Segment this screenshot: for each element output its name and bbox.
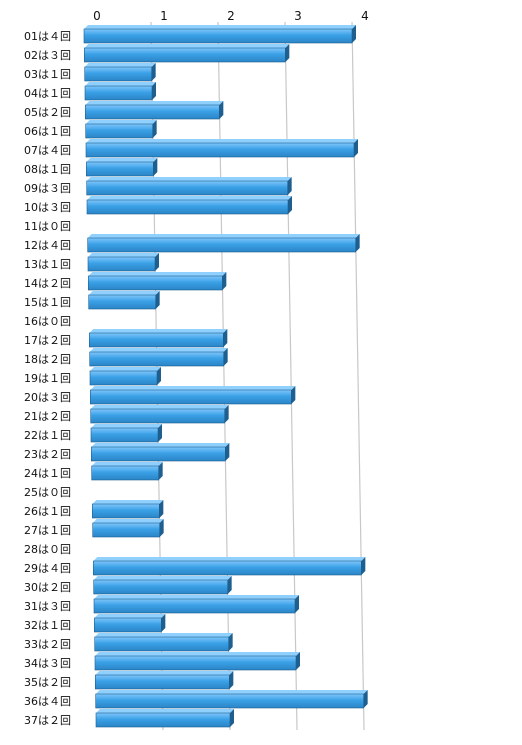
bar xyxy=(94,652,300,671)
x-tick-label: 4 xyxy=(361,9,369,23)
x-tick-label: 3 xyxy=(294,9,302,23)
bar xyxy=(90,405,229,424)
bars xyxy=(83,25,368,728)
bar xyxy=(94,633,233,652)
bar xyxy=(89,367,161,386)
gridline-3 xyxy=(284,21,298,731)
category-label: 36は４回 xyxy=(24,695,71,708)
x-tick-label: 0 xyxy=(93,9,101,23)
category-label: 37は２回 xyxy=(24,714,71,727)
category-label: 31は３回 xyxy=(24,600,71,613)
bar xyxy=(85,139,358,158)
category-label: 25は０回 xyxy=(24,486,71,499)
category-label: 30は２回 xyxy=(24,581,71,594)
category-label: 26は１回 xyxy=(24,505,71,518)
bar xyxy=(85,120,157,139)
category-label: 24は１回 xyxy=(24,467,71,480)
bar xyxy=(92,519,164,538)
category-label: 35は２回 xyxy=(24,676,71,689)
category-labels: 01は４回 02は３回 03は１回 04は１回 05は２回 06は１回 07は４回 08は１回… xyxy=(24,30,71,727)
gridline-4 xyxy=(351,21,365,731)
bar xyxy=(90,386,296,405)
bar xyxy=(87,234,360,253)
bar xyxy=(89,329,228,348)
category-label: 23は２回 xyxy=(24,448,71,461)
category-label: 34は３回 xyxy=(24,657,71,670)
category-label: 16は０回 xyxy=(24,315,71,328)
bar xyxy=(95,690,368,709)
bar xyxy=(94,614,166,633)
category-label: 10は３回 xyxy=(24,201,71,214)
category-label: 03は１回 xyxy=(24,68,71,81)
bar xyxy=(91,462,163,481)
category-label: 20は３回 xyxy=(24,391,71,404)
bar xyxy=(93,557,366,576)
bar xyxy=(88,291,160,310)
bar xyxy=(95,709,234,728)
category-label: 05は２回 xyxy=(24,106,71,119)
category-label: 08は１回 xyxy=(24,163,71,176)
bar xyxy=(93,576,232,595)
bar xyxy=(89,348,228,367)
category-label: 17は２回 xyxy=(24,334,71,347)
gridline-2 xyxy=(217,21,231,731)
bar xyxy=(83,25,356,44)
bar xyxy=(87,253,159,272)
category-label: 04は１回 xyxy=(24,87,71,100)
bar xyxy=(92,500,164,519)
bar xyxy=(84,82,156,101)
category-label: 06は１回 xyxy=(24,125,71,138)
bar xyxy=(86,158,158,177)
bar xyxy=(84,63,156,82)
category-label: 07は４回 xyxy=(24,144,71,157)
x-axis-ticks: 0 1 2 3 4 xyxy=(93,9,369,23)
category-label: 29は４回 xyxy=(24,562,71,575)
bar xyxy=(86,196,292,215)
category-label: 11は０回 xyxy=(24,220,71,233)
category-label: 32は１回 xyxy=(24,619,71,632)
category-label: 33は２回 xyxy=(24,638,71,651)
bar xyxy=(95,671,234,690)
grid-lines xyxy=(150,21,365,731)
category-label: 19は１回 xyxy=(24,372,71,385)
category-label: 27は１回 xyxy=(24,524,71,537)
category-label: 22は１回 xyxy=(24,429,71,442)
category-label: 13は１回 xyxy=(24,258,71,271)
bar xyxy=(93,595,299,614)
category-label: 18は２回 xyxy=(24,353,71,366)
bar xyxy=(84,44,290,63)
category-label: 15は１回 xyxy=(24,296,71,309)
bar xyxy=(90,424,162,443)
category-label: 12は４回 xyxy=(24,239,71,252)
category-label: 14は２回 xyxy=(24,277,71,290)
category-label: 02は３回 xyxy=(24,49,71,62)
bar xyxy=(86,177,292,196)
category-label: 28は０回 xyxy=(24,543,71,556)
x-tick-label: 1 xyxy=(160,9,168,23)
category-label: 01は４回 xyxy=(24,30,71,43)
category-label: 09は３回 xyxy=(24,182,71,195)
category-label: 21は２回 xyxy=(24,410,71,423)
bar xyxy=(88,272,227,291)
bar xyxy=(85,101,224,120)
x-tick-label: 2 xyxy=(227,9,235,23)
bar xyxy=(91,443,230,462)
